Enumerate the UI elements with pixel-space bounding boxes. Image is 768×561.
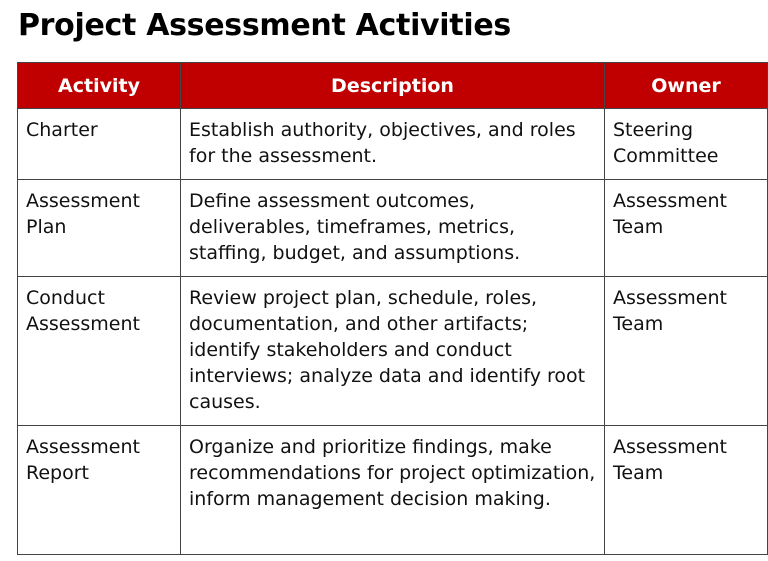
assessment-activities-table: Activity Description Owner Charter Estab…: [17, 62, 768, 555]
owner-cell: Steering Committee: [604, 108, 768, 180]
column-header-description: Description: [180, 62, 605, 109]
description-cell: Organize and prioritize findings, make r…: [180, 425, 605, 555]
table-row: Conduct Assessment Review project plan, …: [17, 276, 768, 426]
column-header-activity: Activity: [17, 62, 181, 109]
table-row: Assessment Report Organize and prioritiz…: [17, 425, 768, 555]
owner-cell: Assessment Team: [604, 179, 768, 277]
owner-cell: Assessment Team: [604, 425, 768, 555]
activity-cell: Assessment Plan: [17, 179, 181, 277]
activity-cell: Assessment Report: [17, 425, 181, 555]
description-cell: Review project plan, schedule, roles, do…: [180, 276, 605, 426]
activity-cell: Charter: [17, 108, 181, 180]
table-header-row: Activity Description Owner: [17, 62, 768, 109]
column-header-owner: Owner: [604, 62, 768, 109]
description-cell: Define assessment outcomes, deliverables…: [180, 179, 605, 277]
owner-cell: Assessment Team: [604, 276, 768, 426]
page-title: Project Assessment Activities: [18, 8, 511, 43]
table-row: Charter Establish authority, objectives,…: [17, 108, 768, 180]
description-cell: Establish authority, objectives, and rol…: [180, 108, 605, 180]
activity-cell: Conduct Assessment: [17, 276, 181, 426]
table-row: Assessment Plan Define assessment outcom…: [17, 179, 768, 277]
